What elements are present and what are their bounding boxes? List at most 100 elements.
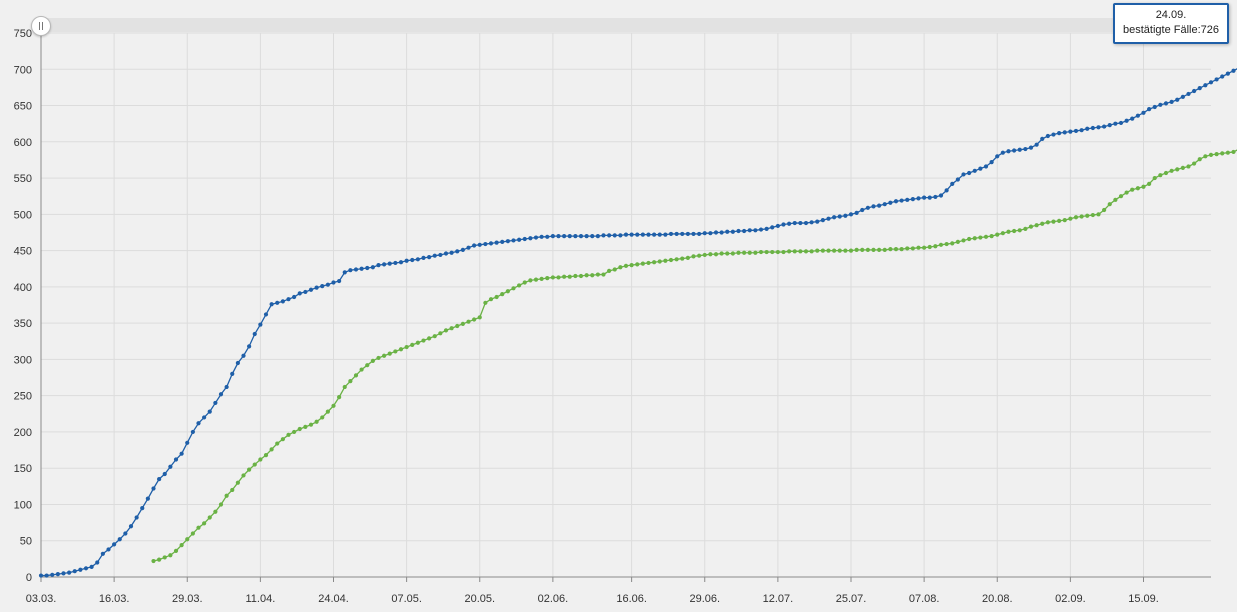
data-point[interactable]: [781, 222, 786, 227]
data-point[interactable]: [325, 282, 330, 287]
data-point[interactable]: [978, 166, 983, 171]
data-point[interactable]: [803, 249, 809, 254]
data-point[interactable]: [1152, 104, 1157, 110]
data-point[interactable]: [1158, 102, 1163, 107]
data-point[interactable]: [235, 480, 240, 485]
data-point[interactable]: [882, 247, 887, 252]
data-point[interactable]: [1017, 147, 1022, 152]
data-point[interactable]: [877, 203, 882, 208]
data-point[interactable]: [770, 249, 775, 255]
data-point[interactable]: [393, 260, 398, 266]
data-point[interactable]: [61, 571, 66, 576]
data-point[interactable]: [1141, 110, 1146, 115]
data-point[interactable]: [893, 247, 899, 252]
data-point[interactable]: [742, 228, 747, 234]
data-point[interactable]: [663, 232, 668, 237]
data-point[interactable]: [691, 254, 696, 259]
data-point[interactable]: [1220, 151, 1225, 156]
data-point[interactable]: [685, 255, 690, 260]
data-point[interactable]: [680, 231, 685, 237]
data-point[interactable]: [331, 280, 336, 285]
data-point[interactable]: [871, 204, 876, 209]
data-point[interactable]: [922, 245, 927, 250]
data-point[interactable]: [1006, 229, 1011, 234]
data-point[interactable]: [275, 441, 280, 446]
data-point[interactable]: [269, 302, 274, 307]
data-point[interactable]: [933, 244, 938, 249]
data-point[interactable]: [944, 241, 949, 247]
data-point[interactable]: [657, 232, 662, 237]
data-point[interactable]: [1175, 97, 1180, 102]
data-point[interactable]: [1034, 142, 1039, 147]
data-point[interactable]: [1090, 125, 1095, 131]
data-point[interactable]: [1220, 74, 1225, 79]
data-point[interactable]: [1169, 168, 1174, 173]
data-point[interactable]: [916, 196, 921, 201]
data-point[interactable]: [297, 426, 302, 432]
data-point[interactable]: [663, 258, 668, 263]
data-point[interactable]: [972, 236, 977, 241]
data-point[interactable]: [843, 248, 848, 253]
data-point[interactable]: [1197, 86, 1202, 91]
data-point[interactable]: [511, 238, 516, 243]
data-point[interactable]: [668, 231, 674, 237]
data-point[interactable]: [517, 283, 522, 288]
data-point[interactable]: [1208, 80, 1214, 85]
data-point[interactable]: [978, 235, 983, 240]
data-point[interactable]: [640, 261, 645, 266]
data-point[interactable]: [522, 236, 527, 242]
data-point[interactable]: [505, 239, 510, 244]
data-point[interactable]: [618, 265, 623, 270]
data-point[interactable]: [303, 289, 308, 295]
data-point[interactable]: [173, 548, 179, 553]
data-point[interactable]: [1208, 152, 1214, 157]
data-point[interactable]: [618, 233, 623, 238]
data-point[interactable]: [286, 297, 291, 302]
data-point[interactable]: [556, 233, 561, 239]
data-point[interactable]: [151, 558, 156, 564]
data-point[interactable]: [370, 358, 375, 363]
data-point[interactable]: [50, 572, 55, 577]
data-point[interactable]: [910, 246, 915, 251]
data-point[interactable]: [1130, 116, 1135, 121]
data-point[interactable]: [443, 328, 449, 333]
data-point[interactable]: [612, 267, 617, 272]
data-point[interactable]: [1214, 152, 1219, 157]
data-point[interactable]: [578, 273, 584, 279]
data-point[interactable]: [275, 300, 280, 305]
data-point[interactable]: [713, 252, 719, 257]
data-point[interactable]: [725, 229, 730, 234]
data-point[interactable]: [421, 338, 426, 343]
data-point[interactable]: [1180, 165, 1185, 171]
data-point[interactable]: [1040, 221, 1045, 226]
data-point[interactable]: [865, 205, 870, 210]
data-point[interactable]: [427, 336, 432, 341]
data-point[interactable]: [263, 453, 269, 458]
data-point[interactable]: [1028, 224, 1034, 229]
data-point[interactable]: [320, 415, 325, 420]
data-point[interactable]: [1197, 157, 1202, 162]
data-point[interactable]: [843, 213, 848, 218]
data-point[interactable]: [230, 487, 235, 493]
data-point[interactable]: [67, 570, 72, 575]
data-point[interactable]: [1012, 228, 1017, 234]
data-point[interactable]: [207, 409, 212, 414]
data-point[interactable]: [837, 248, 842, 253]
data-point[interactable]: [899, 198, 904, 203]
data-point[interactable]: [815, 248, 820, 253]
data-point[interactable]: [483, 300, 488, 305]
data-point[interactable]: [657, 259, 662, 264]
data-point[interactable]: [297, 291, 302, 296]
data-point[interactable]: [38, 573, 44, 578]
data-point[interactable]: [635, 232, 640, 237]
data-point[interactable]: [314, 419, 319, 424]
data-point[interactable]: [202, 415, 207, 420]
data-point[interactable]: [989, 233, 994, 239]
data-point[interactable]: [472, 317, 477, 322]
data-point[interactable]: [1231, 149, 1236, 155]
data-point[interactable]: [308, 422, 314, 427]
data-point[interactable]: [252, 331, 257, 337]
data-point[interactable]: [590, 273, 595, 278]
data-point[interactable]: [882, 202, 887, 207]
data-point[interactable]: [927, 244, 932, 250]
